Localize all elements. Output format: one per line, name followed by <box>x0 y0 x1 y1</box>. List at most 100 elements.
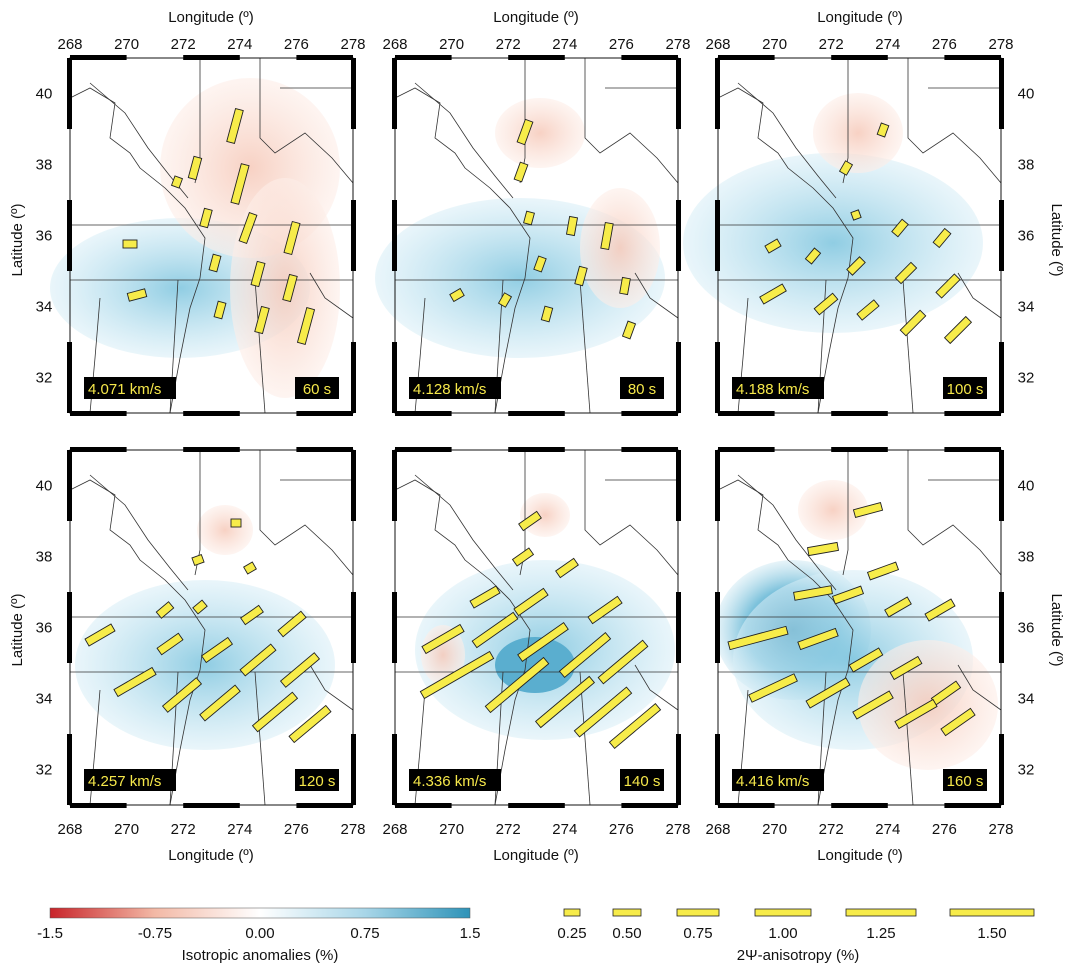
frame-tick-top <box>70 447 127 452</box>
lon-tick-top: 276 <box>932 36 957 53</box>
lon-tick-top: 276 <box>609 36 634 53</box>
anisotropy-bar-13 <box>254 305 270 335</box>
anisotropy-bar-11 <box>597 639 649 685</box>
anisotropy-bar-5 <box>831 585 865 605</box>
anisotropy-bar-4 <box>804 247 822 265</box>
state-boundary-10 <box>634 272 679 319</box>
anisotropy-bar-15 <box>170 175 184 189</box>
state-boundary-10 <box>309 272 354 319</box>
anisotropy-bar-4 <box>793 585 833 601</box>
frame-tick-bottom <box>183 411 240 416</box>
lat-tick-left: 40 <box>36 86 53 103</box>
lat-tick-left: 34 <box>36 299 53 316</box>
aniso-bar-1 <box>612 908 642 917</box>
frame-tick-bottom <box>508 411 565 416</box>
anisotropy-bar-13 <box>899 309 927 337</box>
frame-tick-top <box>395 55 452 60</box>
frame-tick-right <box>999 342 1004 413</box>
state-boundary-2 <box>89 474 189 591</box>
lon-tick-bottom: 276 <box>932 821 957 838</box>
bottom-axis-title-3: Longitude (º) <box>817 847 903 864</box>
frame-tick-left <box>392 58 397 129</box>
period-label: 100 s <box>947 381 984 398</box>
bottom-axis-title-2: Longitude (º) <box>493 847 579 864</box>
anisotropy-bar-7 <box>277 610 307 638</box>
aniso-tick-1: 0.50 <box>612 925 641 942</box>
frame-tick-top <box>944 55 1001 60</box>
lon-tick-top: 278 <box>340 36 365 53</box>
anisotropy-bar-10 <box>558 632 612 678</box>
frame-tick-bottom <box>508 803 565 808</box>
period-label-bg <box>943 769 987 791</box>
frame-tick-bottom <box>296 803 353 808</box>
frame-tick-left <box>67 734 72 805</box>
anisotropy-bar-2 <box>838 160 854 176</box>
anisotropy-bar-11 <box>282 273 298 303</box>
anisotropy-bar-4 <box>469 585 501 609</box>
lon-tick-top: 274 <box>227 36 252 53</box>
anisotropy-bar-12 <box>213 300 227 320</box>
lat-tick-right: 34 <box>1018 299 1035 316</box>
state-boundary-3 <box>194 450 201 576</box>
lon-tick-bottom: 268 <box>382 821 407 838</box>
anisotropy-bar-8 <box>894 261 918 285</box>
frame-tick-left <box>67 450 72 521</box>
anisotropy-bar-14 <box>805 677 851 709</box>
frame-tick-top <box>395 447 452 452</box>
anisotropy-bar-8 <box>471 611 519 649</box>
state-boundary-2 <box>414 474 514 591</box>
frame-tick-right <box>676 450 681 521</box>
anisotropy-bar-8 <box>727 625 789 651</box>
state-boundary-9 <box>254 279 266 414</box>
state-boundary-3 <box>842 450 849 576</box>
frame-tick-top <box>296 55 353 60</box>
anisotropy-bar-16 <box>608 703 662 749</box>
frame-tick-right <box>999 734 1004 805</box>
right-axis-title-top: Latitude (º) <box>1048 203 1065 276</box>
isotropic-tick-1: -0.75 <box>138 925 172 942</box>
frame-tick-right <box>999 200 1004 271</box>
isotropic-legend: -1.5 -0.75 0.00 0.75 1.5 Isotropic anoma… <box>37 907 480 964</box>
speed-label: 4.128 km/s <box>413 381 486 398</box>
anisotropy-bar-10 <box>126 288 148 302</box>
frame-tick-left <box>715 58 720 129</box>
lat-tick-left: 36 <box>36 620 53 637</box>
anisotropy-bar-9 <box>156 632 184 656</box>
frame-tick-left <box>67 58 72 129</box>
map-panel-1: 4.071 km/s 60 s <box>50 55 356 416</box>
state-boundary-3 <box>519 450 526 576</box>
frame-tick-right <box>999 450 1004 521</box>
anisotropy-bar-7 <box>932 227 952 249</box>
anisotropy-bar-7 <box>421 623 465 655</box>
aniso-bar-0 <box>563 908 581 917</box>
anisotropy-bar-8 <box>619 276 631 296</box>
isotropic-tick-3: 0.75 <box>350 925 379 942</box>
lat-tick-left: 38 <box>36 157 53 174</box>
frame-tick-left <box>392 450 397 521</box>
anisotropy-bar-5 <box>846 256 866 276</box>
frame-tick-bottom <box>70 411 127 416</box>
lon-tick-bottom: 272 <box>496 821 521 838</box>
anisotropy-bar-17 <box>940 707 976 737</box>
period-label-bg <box>295 769 339 791</box>
anisotropy-bar-11 <box>813 292 839 316</box>
lat-tick-right: 36 <box>1018 620 1035 637</box>
lon-tick-bottom: 274 <box>875 821 900 838</box>
anisotropy-bar-5 <box>238 211 258 245</box>
state-boundary-9 <box>579 279 591 414</box>
frame-tick-bottom <box>718 803 775 808</box>
aniso-tick-5: 1.50 <box>977 925 1006 942</box>
speed-label: 4.188 km/s <box>736 381 809 398</box>
anisotropy-bar-3 <box>764 238 782 254</box>
state-boundary-4 <box>907 450 1002 576</box>
anomaly-region-4 <box>421 625 465 685</box>
anisotropy-bar-3 <box>523 210 535 226</box>
lat-tick-right: 40 <box>1018 478 1035 495</box>
frame-tick-right <box>351 734 356 805</box>
frame-tick-right <box>999 592 1004 663</box>
frame-tick-top <box>718 447 775 452</box>
lon-tick-bottom: 278 <box>665 821 690 838</box>
state-boundary-10 <box>634 664 679 711</box>
aniso-tick-4: 1.25 <box>866 925 895 942</box>
anisotropy-bar-12 <box>279 652 321 688</box>
